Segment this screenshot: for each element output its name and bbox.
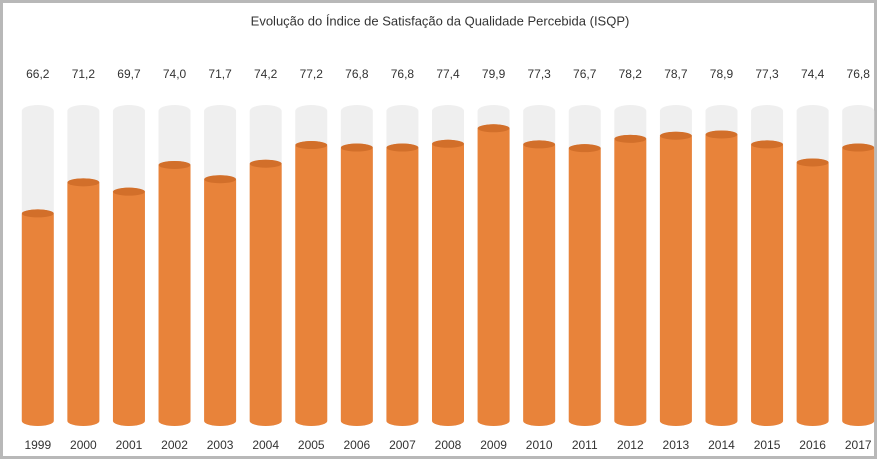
bar-cap [705,130,738,139]
value-label: 76,8 [391,67,415,81]
x-tick-label: 2001 [116,438,143,452]
x-tick-label: 1999 [24,438,51,452]
bar-cap [842,143,875,152]
x-tick-label: 2002 [161,438,188,452]
x-tick-label: 2016 [799,438,826,452]
value-label: 77,4 [436,67,460,81]
bar [568,144,601,427]
bar [158,160,191,427]
bar [842,143,875,426]
bar [523,140,556,426]
x-tick-label: 2013 [663,438,690,452]
bar [21,209,54,426]
value-label: 77,2 [300,67,324,81]
x-tick-label: 2005 [298,438,325,452]
bar [386,143,419,426]
x-tick-label: 2003 [207,438,234,452]
bar-cap [796,158,829,167]
bar [432,139,464,426]
bar [705,130,738,426]
value-label: 66,2 [26,67,50,81]
x-tick-label: 2007 [389,438,416,452]
bar-cap [477,124,510,133]
bar [659,131,692,426]
bar [112,187,145,426]
bar [249,159,282,426]
x-tick-label: 2008 [435,438,462,452]
x-tick-label: 2004 [252,438,279,452]
value-label: 69,7 [117,67,141,81]
bar-cap [340,143,373,152]
bar-cap [67,178,100,187]
bar-cap [204,175,237,184]
bar-cap [112,187,145,196]
bar-cap [295,141,328,150]
chart-title: Evolução do Índice de Satisfação da Qual… [251,13,630,28]
value-label: 78,7 [664,67,688,81]
value-label: 78,9 [710,67,734,81]
value-label: 76,8 [345,67,369,81]
bar-cap [523,140,556,149]
bar-cap [432,139,464,148]
value-label: 76,8 [847,67,871,81]
value-label: 71,7 [208,67,232,81]
bar [796,158,829,426]
bar-cap [386,143,419,152]
x-tick-label: 2009 [480,438,507,452]
x-tick-label: 2010 [526,438,553,452]
bar-cap [751,140,784,149]
bar-cap [659,131,692,140]
bar [204,175,237,426]
value-label: 79,9 [482,67,506,81]
value-label: 76,7 [573,67,597,81]
bar [614,134,647,426]
x-tick-label: 2014 [708,438,735,452]
value-label: 71,2 [72,67,96,81]
bar-cap [614,134,647,143]
x-tick-label: 2017 [845,438,872,452]
bar [477,124,510,427]
bar [340,143,373,426]
value-label: 77,3 [755,67,779,81]
x-tick-label: 2011 [572,438,598,452]
x-tick-label: 2006 [343,438,370,452]
value-label: 77,3 [527,67,551,81]
bar-cap [21,209,54,218]
bar-cap [249,159,282,168]
x-tick-label: 2000 [70,438,97,452]
value-label: 74,2 [254,67,278,81]
value-label: 74,0 [163,67,187,81]
bar [295,141,328,427]
value-label: 74,4 [801,67,825,81]
x-tick-label: 2012 [617,438,644,452]
x-tick-label: 2015 [754,438,781,452]
bar [67,178,100,426]
bar-cap [158,160,191,169]
value-label: 78,2 [619,67,643,81]
bar [751,140,784,426]
bar-cap [568,144,601,153]
